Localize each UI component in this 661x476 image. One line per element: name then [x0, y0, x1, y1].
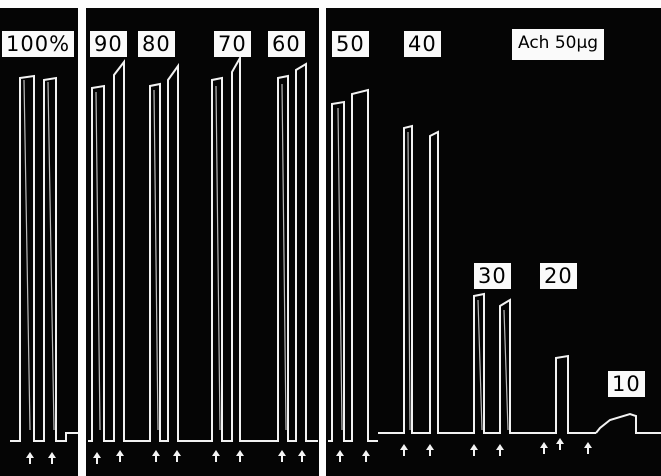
- arrow-icon: [212, 450, 220, 462]
- trace-80: [140, 62, 200, 442]
- arrow-icon: [556, 438, 564, 450]
- trace-100: [10, 74, 78, 442]
- label-80: 80: [138, 31, 175, 57]
- label-20: 20: [540, 263, 577, 289]
- trace-90: [88, 59, 140, 442]
- arrow-icon: [173, 450, 181, 462]
- trace-30: [470, 292, 540, 434]
- arrow-icon: [278, 450, 286, 462]
- arrow-icon: [470, 444, 478, 456]
- trace-10: [595, 412, 661, 434]
- recording-panel-50-10: [326, 8, 661, 476]
- trace-70: [200, 54, 268, 442]
- label-90: 90: [90, 31, 127, 57]
- trace-50-10-decay: [337, 107, 509, 431]
- arrow-icon: [540, 442, 548, 454]
- label-ach-dose: Ach 50µg: [512, 29, 605, 60]
- trace-40: [378, 124, 470, 434]
- label-30: 30: [474, 263, 511, 289]
- arrow-icon: [584, 442, 592, 454]
- arrow-icon: [336, 450, 344, 462]
- trace-20: [540, 354, 596, 434]
- label-70: 70: [214, 31, 251, 57]
- trace-90-60-decay: [95, 83, 287, 431]
- arrow-icon: [400, 444, 408, 456]
- label-60: 60: [268, 31, 305, 57]
- arrow-icon: [362, 450, 370, 462]
- stimulus-arrows: [26, 438, 592, 464]
- arrow-icon: [116, 450, 124, 462]
- arrow-icon: [426, 444, 434, 456]
- label-50: 50: [332, 31, 369, 57]
- recording-panel-100: [0, 8, 78, 476]
- arrow-icon: [152, 450, 160, 462]
- arrow-icon: [26, 452, 34, 464]
- trace-60: [268, 62, 318, 442]
- arrow-icon: [298, 450, 306, 462]
- trace-100-decay: [23, 79, 55, 431]
- trace-50: [328, 88, 378, 442]
- arrow-icon: [48, 452, 56, 464]
- label-100-percent: 100%: [2, 31, 75, 57]
- label-10: 10: [608, 371, 645, 397]
- arrow-icon: [496, 444, 504, 456]
- arrow-icon: [236, 450, 244, 462]
- arrow-icon: [93, 452, 101, 464]
- label-40: 40: [404, 31, 441, 57]
